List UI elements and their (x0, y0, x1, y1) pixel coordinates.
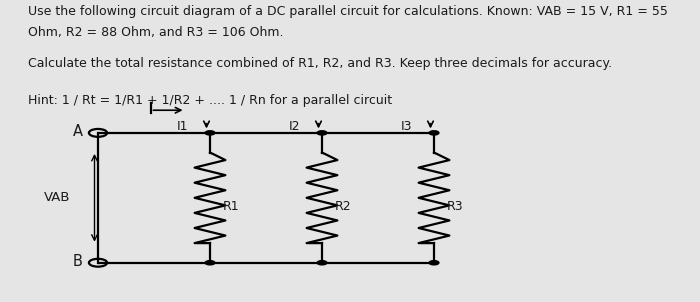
Text: I1: I1 (176, 120, 188, 133)
Text: VAB: VAB (43, 191, 70, 204)
Circle shape (317, 131, 327, 135)
Text: Ohm, R2 = 88 Ohm, and R3 = 106 Ohm.: Ohm, R2 = 88 Ohm, and R3 = 106 Ohm. (28, 26, 284, 39)
Text: A: A (73, 124, 83, 139)
Text: R2: R2 (335, 200, 351, 214)
Text: I2: I2 (288, 120, 300, 133)
Text: Hint: 1 / Rt = 1/R1 + 1/R2 + .... 1 / Rn for a parallel circuit: Hint: 1 / Rt = 1/R1 + 1/R2 + .... 1 / Rn… (28, 94, 392, 107)
Text: R1: R1 (223, 200, 239, 214)
Text: I3: I3 (400, 120, 412, 133)
Circle shape (317, 261, 327, 265)
Circle shape (205, 261, 215, 265)
Text: Calculate the total resistance combined of R1, R2, and R3. Keep three decimals f: Calculate the total resistance combined … (28, 57, 612, 70)
Circle shape (205, 131, 215, 135)
Text: R3: R3 (447, 200, 463, 214)
Text: B: B (73, 254, 83, 269)
Circle shape (429, 261, 439, 265)
Circle shape (429, 131, 439, 135)
Text: Use the following circuit diagram of a DC parallel circuit for calculations. Kno: Use the following circuit diagram of a D… (28, 5, 668, 18)
